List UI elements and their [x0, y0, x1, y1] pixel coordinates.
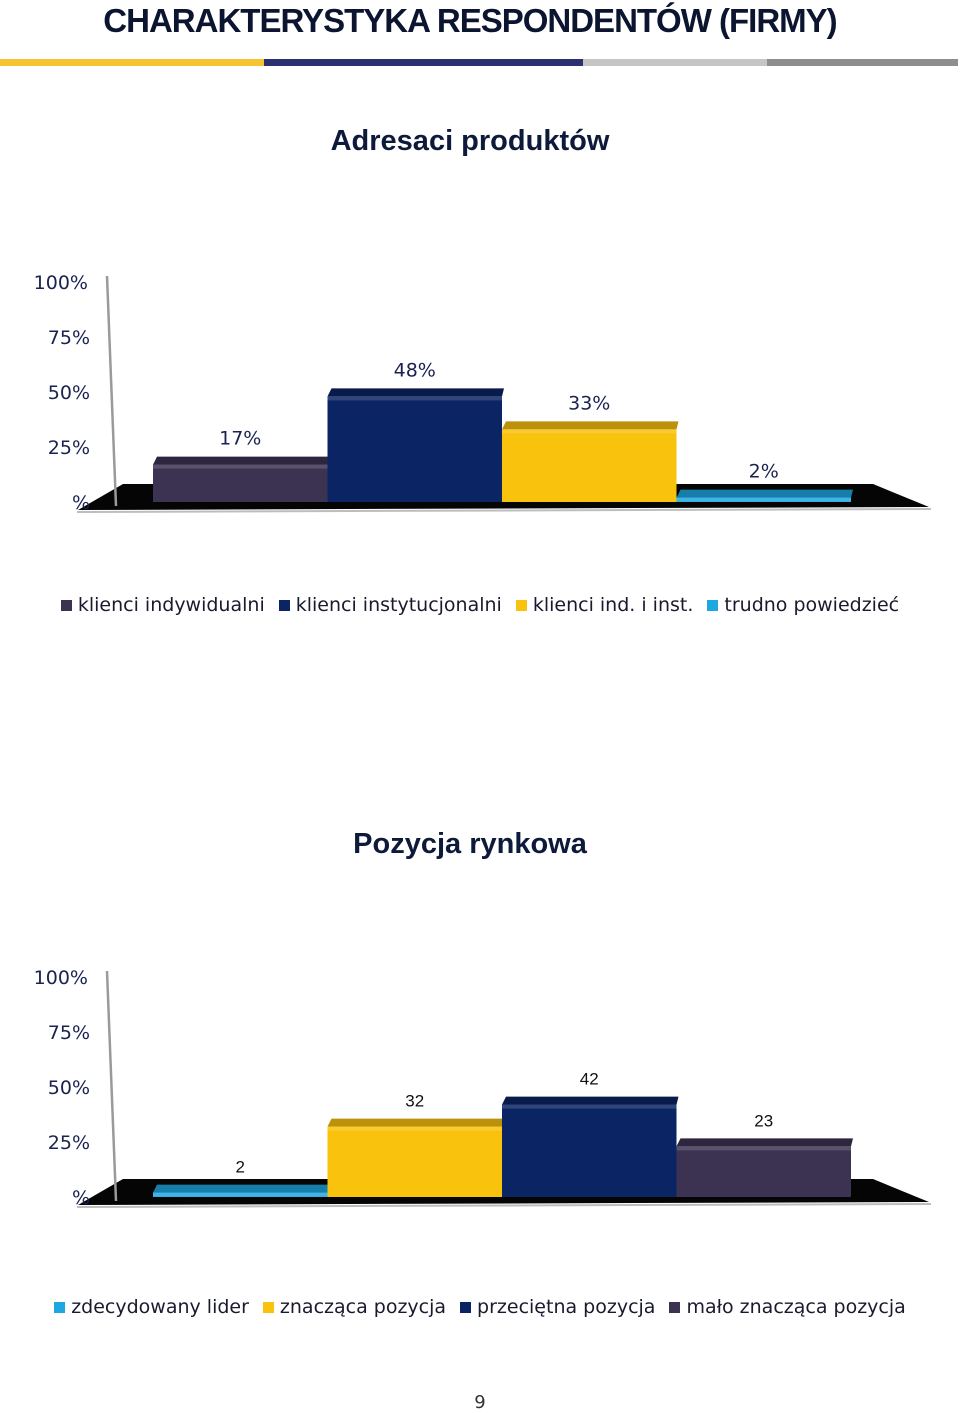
- bar: [502, 1104, 677, 1197]
- bar-top-face: [327, 388, 504, 397]
- bar-highlight: [502, 1104, 677, 1109]
- y-tick-label: %: [72, 1187, 90, 1209]
- legend-swatch: [515, 599, 527, 611]
- legend-swatch: [262, 1301, 274, 1313]
- bar-top-face: [327, 1118, 504, 1127]
- legend-item: trudno powiedzieć: [707, 594, 899, 616]
- bar-highlight: [153, 1192, 328, 1197]
- page-number: 9: [474, 1392, 486, 1413]
- bar-top-face: [676, 1138, 853, 1147]
- bar: [153, 464, 328, 502]
- floor-edge: [76, 1203, 932, 1208]
- bar-highlight: [676, 497, 851, 502]
- header-stripe-lightgray: [583, 59, 767, 66]
- chart-title-adresaci: Adresaci produktów: [330, 125, 610, 157]
- bar-top-face: [502, 1096, 679, 1105]
- bar-highlight: [327, 1126, 502, 1131]
- y-tick-label: 25%: [48, 1132, 90, 1154]
- legend-label: trudno powiedzieć: [724, 594, 900, 616]
- y-axis-line: [105, 970, 118, 1202]
- chart-title-pozycja: Pozycja rynkowa: [353, 828, 587, 860]
- bar-highlight: [153, 464, 328, 469]
- y-tick-label: 50%: [48, 382, 90, 404]
- legend-item: znacząca pozycja: [262, 1296, 447, 1318]
- bar-highlight: [676, 1146, 851, 1151]
- bar-top-face: [676, 489, 853, 498]
- legend-label: klienci indywidualni: [77, 594, 265, 616]
- bar-highlight: [327, 396, 502, 401]
- y-tick-label: 75%: [48, 327, 90, 349]
- bar: [676, 1146, 851, 1197]
- legend-label: mało znacząca pozycja: [686, 1296, 906, 1318]
- legend-swatch: [278, 599, 290, 611]
- header-stripe-navy: [264, 59, 583, 66]
- bar-top-face: [502, 421, 679, 430]
- legend-swatch: [669, 1301, 681, 1313]
- legend-label: klienci ind. i inst.: [532, 594, 694, 616]
- y-tick-label: 100%: [34, 272, 88, 294]
- y-tick-label: 50%: [48, 1077, 90, 1099]
- chart-adresaci-produktow: % 25% 50% 75% 100% 17% 48% 33% 2%: [34, 272, 932, 514]
- legend-label: przeciętna pozycja: [477, 1296, 656, 1318]
- header-stripe-yellow: [0, 59, 264, 66]
- data-label: 42: [580, 1070, 599, 1089]
- header-stripe-gray: [767, 59, 958, 66]
- bar-highlight: [502, 429, 677, 434]
- bar-top-face: [153, 456, 330, 465]
- legend-pozycja: zdecydowany lider znacząca pozycja przecię…: [0, 1296, 960, 1318]
- legend-label: zdecydowany lider: [71, 1296, 249, 1318]
- y-tick-label: 100%: [34, 967, 88, 989]
- legend-swatch: [460, 1301, 472, 1313]
- y-axis-line: [105, 275, 118, 507]
- data-label: 17%: [219, 428, 261, 450]
- legend-item: zdecydowany lider: [54, 1296, 249, 1318]
- legend-item: mało znacząca pozycja: [669, 1296, 906, 1318]
- y-tick-label: 25%: [48, 437, 90, 459]
- y-tick-label: %: [72, 492, 90, 514]
- data-label: 48%: [394, 359, 436, 381]
- legend-swatch: [54, 1301, 66, 1313]
- legend-item: klienci instytucjonalni: [278, 594, 502, 616]
- legend-label: znacząca pozycja: [279, 1296, 447, 1318]
- chart-pozycja-rynkowa: % 25% 50% 75% 100% 2 32 42 23: [34, 967, 932, 1209]
- legend-item: klienci indywidualni: [60, 594, 265, 616]
- bar: [327, 396, 502, 502]
- data-label: 32: [405, 1092, 424, 1111]
- bar-top-face: [153, 1184, 330, 1193]
- legend-item: przeciętna pozycja: [460, 1296, 655, 1318]
- bar: [502, 429, 677, 502]
- data-label: 2: [236, 1158, 245, 1177]
- floor-edge: [76, 508, 932, 513]
- data-label: 2%: [749, 461, 779, 483]
- data-label: 23: [754, 1111, 773, 1130]
- page-header-title: CHARAKTERYSTYKA RESPONDENTÓW (FIRMY): [103, 2, 837, 39]
- legend-swatch: [60, 599, 72, 611]
- legend-label: klienci instytucjonalni: [295, 594, 502, 616]
- legend-adresaci: klienci indywidualni klienci instytucjona…: [0, 594, 960, 616]
- legend-swatch: [707, 599, 719, 611]
- data-label: 33%: [568, 392, 610, 414]
- bar: [327, 1126, 502, 1197]
- y-tick-label: 75%: [48, 1022, 90, 1044]
- legend-item: klienci ind. i inst.: [515, 594, 694, 616]
